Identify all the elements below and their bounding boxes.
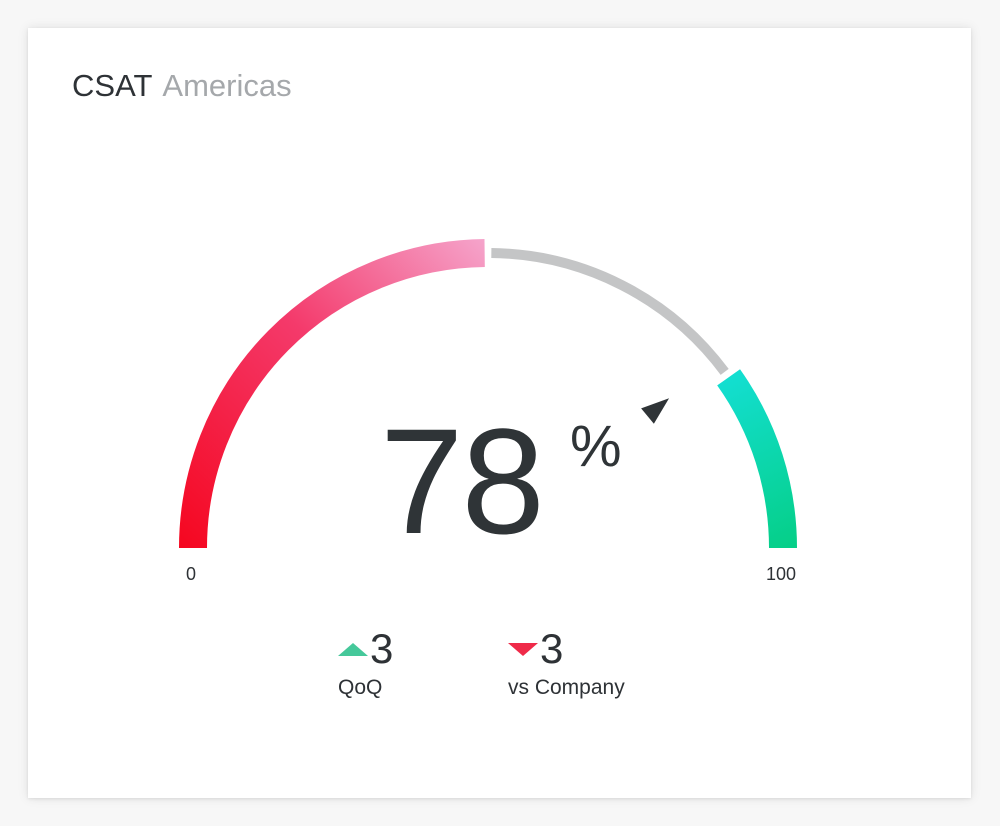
qoq-metric: 3 QoQ (338, 628, 393, 700)
gauge-min-label: 0 (186, 564, 197, 584)
gauge-band-mid (491, 248, 729, 375)
card-header: CSAT Americas (72, 68, 292, 104)
qoq-label: QoQ (338, 676, 383, 699)
gauge-chart (179, 239, 797, 549)
triangle-up-icon (338, 642, 368, 656)
gauge-max-label: 100 (766, 564, 797, 584)
gauge-unit: % (570, 414, 622, 479)
card-title: CSAT (72, 68, 153, 103)
gauge-band-high (717, 369, 797, 549)
card-subtitle: Americas (162, 68, 292, 103)
qoq-value: 3 (370, 625, 394, 672)
triangle-down-icon (508, 642, 538, 656)
gauge-band-low (179, 239, 485, 549)
csat-card: CSAT Americas 78 % 0 100 3 QoQ 3 (28, 28, 971, 798)
gauge-value: 78 (380, 397, 545, 565)
vs-company-value: 3 (540, 625, 564, 672)
vs-company-label: vs Company (508, 676, 625, 699)
vs-company-metric: 3 vs Company (508, 628, 625, 700)
gauge-value-marker (641, 398, 670, 424)
